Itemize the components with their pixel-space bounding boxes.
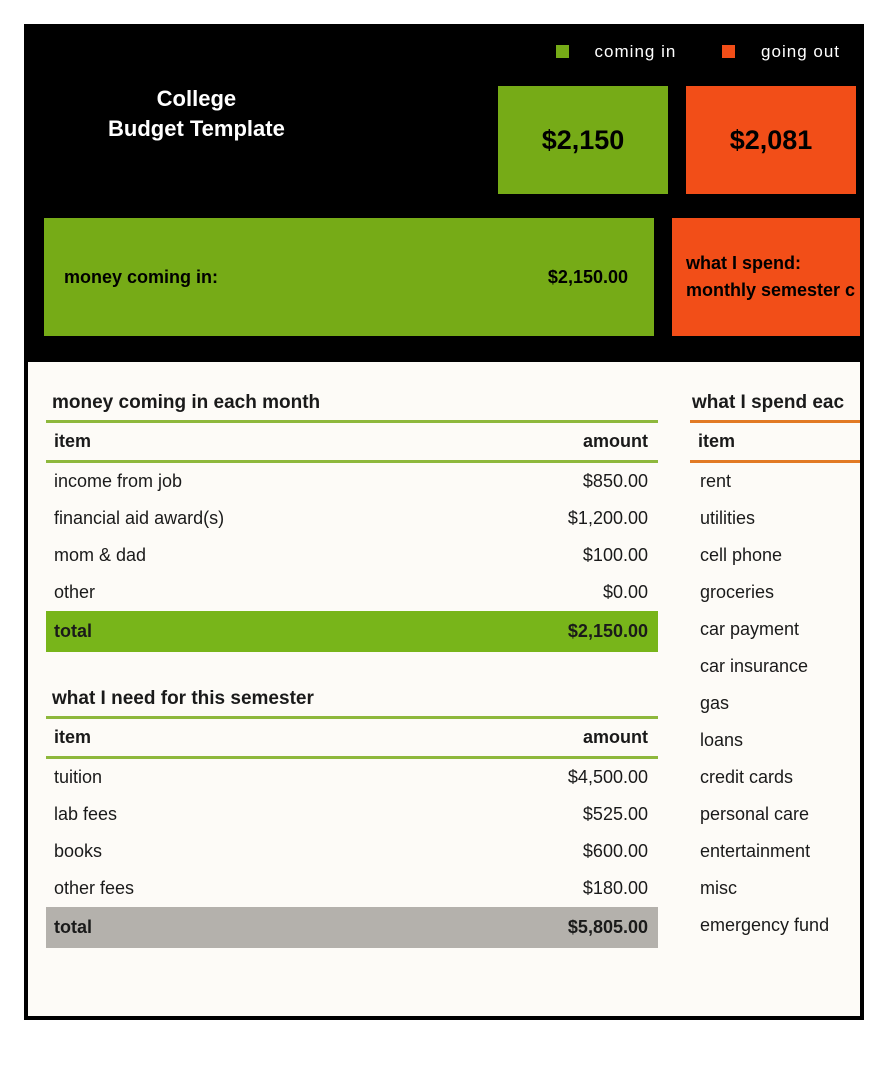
row-amount: $0.00 [603,582,648,603]
row-amount: $525.00 [583,804,648,825]
legend-going-out: going out [702,42,840,61]
list-item: car payment [690,611,864,648]
table-row: tuition $4,500.00 [46,759,658,796]
left-column: money coming in each month item amount i… [46,392,658,948]
list-item: gas [690,685,864,722]
summary-box-out: $2,081 [686,86,856,194]
row-item: books [54,841,102,862]
row-item: lab fees [54,804,117,825]
bar-money-in: money coming in: $2,150.00 [44,218,654,336]
legend-coming-in: coming in [536,42,683,61]
income-total-label: total [54,621,92,642]
list-item: loans [690,722,864,759]
table-row: other fees $180.00 [46,870,658,907]
bar-in-amount: $2,150.00 [548,267,628,288]
table-row: lab fees $525.00 [46,796,658,833]
table-row: financial aid award(s) $1,200.00 [46,500,658,537]
semester-total-label: total [54,917,92,938]
semester-title: what I need for this semester [46,688,658,716]
swatch-green [556,45,569,58]
summary-in-value: $2,150 [542,125,625,156]
tables-area: money coming in each month item amount i… [28,362,860,1016]
list-item: entertainment [690,833,864,870]
table-row: books $600.00 [46,833,658,870]
income-col-item: item [54,431,91,452]
summary-out-value: $2,081 [730,125,813,156]
list-item: cell phone [690,537,864,574]
header-black-area: coming in going out College Budget Templ… [28,28,860,362]
list-item: utilities [690,500,864,537]
income-total-row: total $2,150.00 [46,611,658,652]
table-row: other $0.00 [46,574,658,611]
page-title: College Budget Template [108,84,285,143]
bar-in-label: money coming in: [64,267,218,288]
row-item: income from job [54,471,182,492]
row-amount: $600.00 [583,841,648,862]
budget-template-frame: coming in going out College Budget Templ… [24,24,864,1020]
semester-total-row: total $5,805.00 [46,907,658,948]
semester-col-amount: amount [583,727,648,748]
bar-out-line2: monthly semester c [686,277,855,304]
legend-in-label: coming in [595,42,677,61]
row-item: financial aid award(s) [54,508,224,529]
table-row: income from job $850.00 [46,463,658,500]
row-item: mom & dad [54,545,146,566]
gap [46,652,658,688]
income-col-amount: amount [583,431,648,452]
list-item: credit cards [690,759,864,796]
row-amount: $100.00 [583,545,648,566]
spend-rows: rentutilitiescell phonegroceriescar paym… [690,463,864,944]
spend-title: what I spend eac [690,392,864,420]
row-item: tuition [54,767,102,788]
row-item: other fees [54,878,134,899]
row-amount: $850.00 [583,471,648,492]
legend: coming in going out [516,42,840,62]
list-item: emergency fund [690,907,864,944]
income-total-amount: $2,150.00 [568,621,648,642]
right-column: what I spend eac item rentutilitiescell … [690,392,864,944]
income-header-row: item amount [46,423,658,460]
row-amount: $180.00 [583,878,648,899]
bar-what-i-spend: what I spend: monthly semester c [672,218,864,336]
income-title: money coming in each month [46,392,658,420]
legend-out-label: going out [761,42,840,61]
list-item: personal care [690,796,864,833]
income-rows: income from job $850.00 financial aid awar… [46,463,658,611]
title-line1: College [108,84,285,114]
summary-box-in: $2,150 [498,86,668,194]
list-item: misc [690,870,864,907]
semester-col-item: item [54,727,91,748]
title-line2: Budget Template [108,114,285,144]
semester-rows: tuition $4,500.00 lab fees $525.00 books $600… [46,759,658,907]
semester-header-row: item amount [46,719,658,756]
bar-out-line1: what I spend: [686,250,801,277]
semester-total-amount: $5,805.00 [568,917,648,938]
bar-row: money coming in: $2,150.00 what I spend:… [44,218,860,336]
list-item: car insurance [690,648,864,685]
row-amount: $4,500.00 [568,767,648,788]
swatch-orange [722,45,735,58]
spend-col-item: item [690,423,864,460]
table-row: mom & dad $100.00 [46,537,658,574]
list-item: rent [690,463,864,500]
row-item: other [54,582,95,603]
row-amount: $1,200.00 [568,508,648,529]
list-item: groceries [690,574,864,611]
